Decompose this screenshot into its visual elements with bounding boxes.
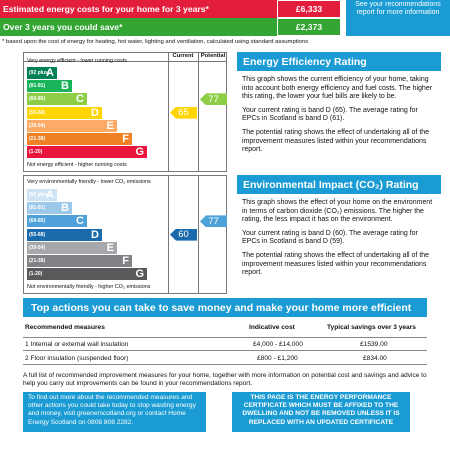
band-range: (1-20) (29, 271, 43, 278)
rating-band-b: (81-91) B (27, 202, 72, 215)
measure-1-name: 1 Internal or external wall insulation (25, 341, 129, 348)
band-letter: D (91, 228, 99, 241)
band-letter: E (106, 241, 114, 254)
band-letter: F (122, 255, 129, 267)
band-letter: A (46, 67, 54, 79)
energy-efficiency-chart: Current Potential Very energy efficient … (23, 52, 227, 172)
rating-band-e: (39-54) E (27, 241, 117, 254)
energy-cost-label: Estimated energy costs for your home for… (3, 4, 209, 14)
rating-band-g: (1-20) G (27, 268, 147, 281)
band-range: (81-91) (29, 205, 46, 212)
impact-bottom-caption: Not environmentally friendly - higher CO… (27, 284, 151, 290)
current-column-header: Current (172, 53, 194, 59)
band-letter: E (106, 119, 114, 132)
savings-label: Over 3 years you could save* (3, 22, 123, 32)
measure-2-name: 2 Floor insulation (suspended floor) (25, 355, 129, 362)
band-range: (39-54) (29, 122, 46, 129)
band-letter: C (76, 215, 84, 228)
current-rating-arrow: 65 (170, 106, 197, 119)
measure-1-cost: £4,000 - £14,000 (253, 341, 303, 348)
impact-info-panel: Environmental Impact (CO₂) Rating This g… (237, 175, 441, 278)
rating-band-a: (92 plus) A (27, 189, 57, 201)
efficiency-bottom-caption: Not energy efficient - higher running co… (27, 162, 127, 168)
efficiency-panel-title: Energy Efficiency Rating (237, 52, 441, 71)
see-recommendations-box: See your recommendations report for more… (346, 0, 450, 36)
certificate-notice-box: THIS PAGE IS THE ENERGY PERFORMANCE CERT… (232, 392, 410, 432)
impact-panel-text-1: This graph shows the effect of your home… (242, 199, 433, 224)
recommendations-fine-print: A full list of recommended improvement m… (23, 372, 427, 388)
efficiency-panel-text-1: This graph shows the current efficiency … (242, 76, 433, 101)
band-range: (55-68) (29, 109, 46, 116)
rating-band-a: (92 plus) A (27, 67, 57, 79)
rating-band-g: (1-20) G (27, 146, 147, 159)
potential-rating-arrow: 77 (200, 215, 227, 228)
cost-footnote: * based upon the cost of energy for heat… (2, 39, 309, 45)
impact-panel-title: Environmental Impact (CO₂) Rating (237, 175, 441, 194)
band-range: (81-91) (29, 83, 46, 90)
band-range: (21-38) (29, 258, 46, 264)
band-range: (92 plus) (29, 70, 50, 76)
measure-1-savings: £1539.00 (360, 341, 388, 348)
band-range: (21-38) (29, 136, 46, 142)
rating-band-d: (55-68) D (27, 106, 102, 119)
rating-band-c: (69-80) C (27, 215, 87, 228)
efficiency-panel-text-2: Your current rating is band D (65). The … (242, 106, 418, 123)
savings-value: £2,373 (277, 18, 341, 36)
impact-panel-text-2: Your current rating is band D (60). The … (242, 229, 418, 246)
efficiency-info-panel: Energy Efficiency Rating This graph show… (237, 52, 441, 155)
find-out-more-box: To find out more about the recommended m… (23, 392, 206, 432)
band-letter: B (61, 202, 69, 215)
band-range: (1-20) (29, 149, 43, 156)
efficiency-panel-text-3: The potential rating shows the effect of… (242, 128, 430, 154)
band-range: (39-54) (29, 244, 46, 251)
potential-rating-arrow: 77 (200, 93, 227, 106)
band-letter: G (135, 268, 144, 281)
band-letter: G (135, 146, 144, 159)
savings-header: Typical savings over 3 years (327, 324, 416, 331)
band-letter: B (61, 80, 69, 93)
band-range: (69-80) (29, 218, 46, 225)
rating-band-b: (81-91) B (27, 80, 72, 93)
rating-band-f: (21-38) F (27, 133, 132, 145)
environmental-impact-chart: Very environmentally friendly - lower CO… (23, 175, 227, 294)
energy-cost-row: Estimated energy costs for your home for… (0, 0, 277, 18)
band-range: (69-80) (29, 96, 46, 103)
cost-header: Indicative cost (249, 324, 295, 331)
measures-header: Recommended measures (25, 324, 105, 331)
impact-panel-text-3: The potential rating shows the effect of… (242, 251, 430, 277)
impact-top-caption: Very environmentally friendly - lower CO… (27, 179, 151, 185)
rating-band-e: (39-54) E (27, 119, 117, 132)
band-range: (92 plus) (29, 192, 50, 198)
savings-row: Over 3 years you could save* (0, 18, 277, 36)
rating-band-c: (69-80) C (27, 93, 87, 106)
current-rating-arrow: 60 (170, 228, 197, 241)
band-letter: F (122, 133, 129, 145)
rating-band-f: (21-38) F (27, 255, 132, 267)
band-letter: C (76, 93, 84, 106)
band-letter: D (91, 106, 99, 119)
top-actions-title: Top actions you can take to save money a… (23, 298, 427, 317)
potential-column-header: Potential (200, 53, 226, 59)
energy-cost-value: £6,333 (277, 0, 341, 18)
band-letter: A (46, 189, 54, 201)
band-range: (55-68) (29, 231, 46, 238)
measure-2-cost: £800 - £1,200 (257, 355, 298, 362)
rating-band-d: (55-68) D (27, 228, 102, 241)
efficiency-top-caption: Very energy efficient - lower running co… (27, 58, 127, 64)
measure-2-savings: £834.00 (363, 355, 387, 362)
